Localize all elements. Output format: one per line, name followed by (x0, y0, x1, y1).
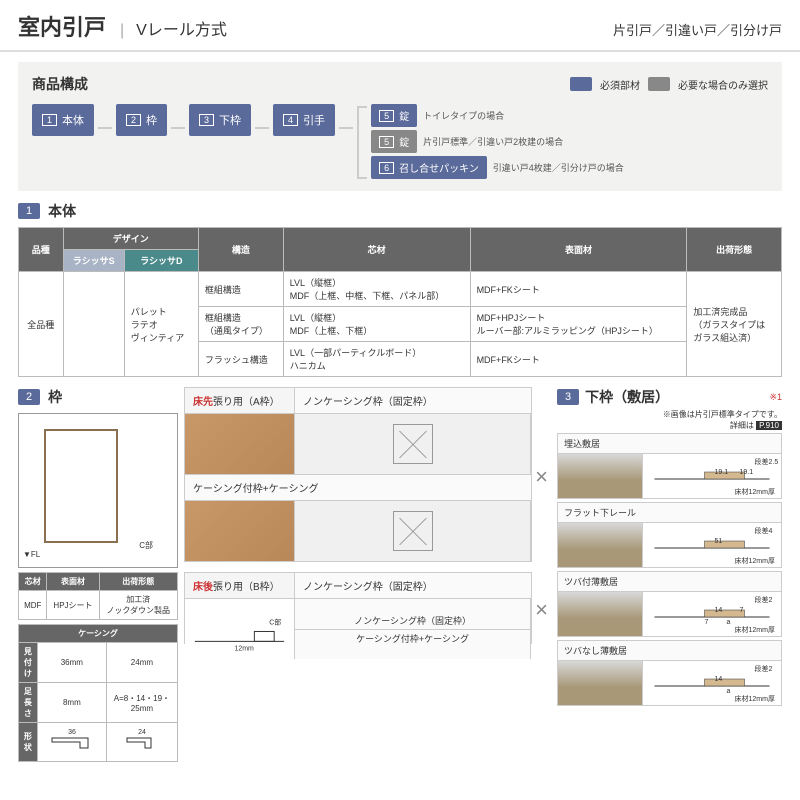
flow-connector (255, 127, 269, 129)
th-core: 芯材 (283, 228, 470, 272)
svg-text:51: 51 (715, 538, 723, 545)
mat-c0: MDF (19, 591, 47, 620)
divider: | (120, 22, 124, 40)
fl-label: ▼FL (23, 550, 40, 559)
multiply-icon: × (532, 597, 551, 623)
frame-panel: 床後張り用（B枠）ノンケーシング枠（固定枠）C部12mmノンケーシング枠（固定枠… (184, 572, 532, 644)
svg-text:段差2.5: 段差2.5 (755, 457, 779, 466)
material-table: 芯材 表面材 出荷形態 MDF HPJシート 加工済 ノックダウン製品 (18, 572, 178, 620)
multiply-icon: × (532, 464, 551, 490)
frame-panel: 床先張り用（A枠）ノンケーシング枠（固定枠）ケーシング付枠+ケーシング (184, 387, 532, 562)
flow-connector (98, 127, 112, 129)
th-design: デザイン (63, 228, 198, 250)
svg-text:a: a (727, 688, 731, 695)
th-sub-d: ラシッサD (124, 250, 198, 272)
legend-optional-label: 必要な場合のみ選択 (678, 77, 768, 92)
svg-text:a: a (727, 619, 731, 626)
casing-r0v2: A=8・14・19・25mm (106, 683, 177, 723)
section1-num: 1 (18, 203, 40, 219)
section3-head: 3 下枠（敷居） ※1 (557, 387, 782, 407)
svg-text:C部: C部 (269, 618, 281, 627)
title-sub: Vレール方式 (136, 16, 227, 40)
th-structure: 構造 (198, 228, 283, 272)
svg-text:段差2: 段差2 (755, 595, 773, 604)
svg-text:7: 7 (705, 619, 709, 626)
page-header: 室内引戸 | Vレール方式 片引戸／引違い戸／引分け戸 (0, 0, 800, 52)
flow-step: 2枠 (116, 104, 167, 136)
body-spec-table: 品種 デザイン 構造 芯材 表面材 出荷形態 ラシッサS ラシッサD 全品種パレ… (18, 227, 782, 377)
flow-step: 1本体 (32, 104, 94, 136)
th-surface: 表面材 (470, 228, 687, 272)
c-label: C部 (139, 540, 153, 551)
casing-r0l: 足長さ (19, 683, 38, 723)
section2-title: 枠 (48, 387, 62, 407)
title-right: 片引戸／引違い戸／引分け戸 (613, 20, 782, 39)
svg-text:床材12mm厚: 床材12mm厚 (735, 487, 775, 496)
sill-item: フラット下レール段差451床材12mm厚 (557, 502, 782, 568)
svg-text:19.1: 19.1 (715, 469, 729, 476)
section3-title: 下枠（敷居） (585, 387, 669, 407)
svg-text:24: 24 (138, 729, 146, 736)
mat-h0: 芯材 (19, 573, 47, 591)
svg-text:14: 14 (715, 607, 723, 614)
sill-item: ツバなし薄敷居段差214a床材12mm厚 (557, 640, 782, 706)
frame-diagram: ▼FL C部 (18, 413, 178, 568)
svg-text:14: 14 (715, 676, 723, 683)
casing-shape1: 36 (37, 723, 106, 762)
casing-h1: 36mm (37, 643, 106, 683)
legend-required-label: 必須部材 (600, 77, 640, 92)
casing-h2: 24mm (106, 643, 177, 683)
svg-text:段差2: 段差2 (755, 664, 773, 673)
table-row: 全品種パレット ラテオ ヴィンティア框組構造LVL（縦框） MDF（上框、中框、… (19, 272, 782, 307)
flow-step: 4引手 (273, 104, 335, 136)
flow-step: 3下枠 (189, 104, 251, 136)
svg-text:床材12mm厚: 床材12mm厚 (735, 625, 775, 634)
casing-shape2: 24 (106, 723, 177, 762)
casing-table: ケーシング 見付け 36mm 24mm 足長さ 8mm A=8・14・19・25… (18, 624, 178, 762)
legend-required-box (570, 77, 592, 91)
flow-branch: 5錠片引戸標準／引違い戸2枚建の場合 (371, 130, 624, 153)
legend-optional-box (648, 77, 670, 91)
flow-branch: 6召し合せパッキン引違い戸4枚建／引分け戸の場合 (371, 156, 624, 179)
sill-item: 埋込敷居段差2.519.119.1床材12mm厚 (557, 433, 782, 499)
mat-c2: 加工済 ノックダウン製品 (99, 591, 177, 620)
th-sub-s: ラシッサS (63, 250, 124, 272)
th-shipping: 出荷形態 (687, 228, 782, 272)
title-main: 室内引戸 (18, 10, 106, 42)
flow-bracket (357, 106, 367, 179)
section1-head: 1 本体 (18, 201, 782, 221)
composition-title: 商品構成 (32, 74, 88, 94)
mat-h1: 表面材 (47, 573, 99, 591)
section1-title: 本体 (48, 201, 76, 221)
detail-page-badge: P.910 (756, 421, 782, 430)
legend: 必須部材 必要な場合のみ選択 (570, 77, 768, 92)
section2-num: 2 (18, 389, 40, 405)
th-type: 品種 (19, 228, 64, 272)
svg-text:19.1: 19.1 (740, 469, 754, 476)
svg-text:36: 36 (68, 729, 76, 736)
mat-h2: 出荷形態 (99, 573, 177, 591)
sill-item: ツバ付薄敷居段差2147a7床材12mm厚 (557, 571, 782, 637)
section2-head: 2 枠 (18, 387, 178, 407)
casing-r0v1: 8mm (37, 683, 106, 723)
casing-h0: 見付け (19, 643, 38, 683)
section3-star: ※1 (769, 392, 782, 403)
svg-text:床材12mm厚: 床材12mm厚 (735, 694, 775, 703)
svg-text:段差4: 段差4 (755, 526, 773, 535)
composition-panel: 商品構成 必須部材 必要な場合のみ選択 1本体 2枠 3下枠 4引手 5錠トイレタイプ… (18, 62, 782, 191)
flow-diagram: 1本体 2枠 3下枠 4引手 5錠トイレタイプの場合 5錠片引戸標準／引違い戸2枚建の場… (32, 104, 768, 179)
flow-connector (171, 127, 185, 129)
mat-c1: HPJシート (47, 591, 99, 620)
svg-text:床材12mm厚: 床材12mm厚 (735, 556, 775, 565)
section3-note: ※画像は片引戸標準タイプです。 詳細は P.910 (557, 409, 782, 431)
flow-branch: 5錠トイレタイプの場合 (371, 104, 624, 127)
svg-text:7: 7 (740, 607, 744, 614)
casing-r1l: 形状 (19, 723, 38, 762)
section3-num: 3 (557, 389, 579, 405)
svg-text:12mm: 12mm (235, 645, 254, 652)
casing-title: ケーシング (19, 625, 178, 643)
